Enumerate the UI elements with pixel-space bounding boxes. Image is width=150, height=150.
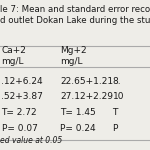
Text: 8.: 8. — [112, 76, 121, 85]
Text: ed value at 0.05: ed value at 0.05 — [0, 136, 62, 145]
Text: 27.12+2.29: 27.12+2.29 — [60, 92, 113, 101]
Text: Ca+2
mg/L: Ca+2 mg/L — [2, 46, 26, 66]
Text: le 7: Mean and standard error recor
d outlet Dokan Lake during the stu: le 7: Mean and standard error recor d ou… — [0, 4, 150, 25]
Text: P= 0.24: P= 0.24 — [60, 124, 96, 133]
Text: T= 2.72: T= 2.72 — [2, 108, 37, 117]
Text: .12+6.24: .12+6.24 — [2, 76, 43, 85]
Text: .52+3.87: .52+3.87 — [2, 92, 43, 101]
Text: Mg+2
mg/L: Mg+2 mg/L — [60, 46, 87, 66]
Text: P: P — [112, 124, 118, 133]
Text: P= 0.07: P= 0.07 — [2, 124, 37, 133]
Text: 10: 10 — [112, 92, 124, 101]
Text: 22.65+1.21: 22.65+1.21 — [60, 76, 113, 85]
Text: T: T — [112, 108, 118, 117]
Text: T= 1.45: T= 1.45 — [60, 108, 96, 117]
